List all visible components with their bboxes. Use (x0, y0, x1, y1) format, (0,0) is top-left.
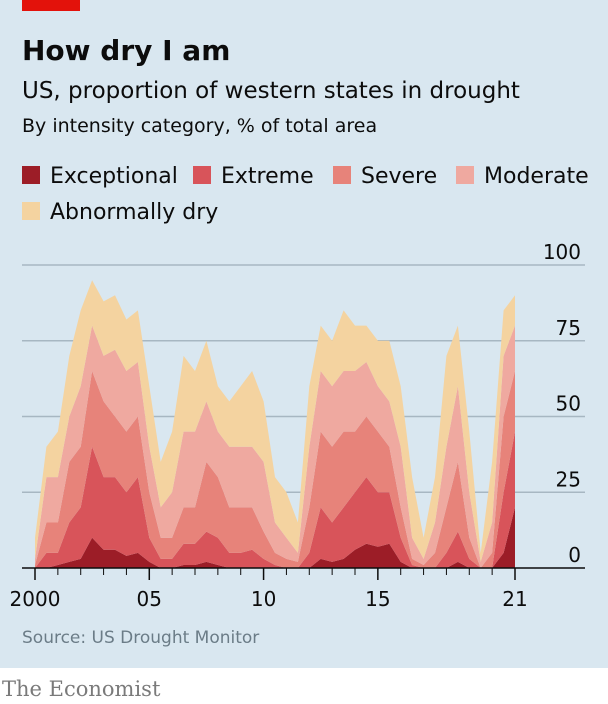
y-tick-label: 0 (568, 543, 581, 567)
legend-label: Extreme (221, 164, 314, 189)
x-tick-label: 15 (365, 587, 390, 611)
legend-swatch (22, 202, 40, 220)
area (35, 280, 515, 562)
chart-subtitle: US, proportion of western states in drou… (22, 78, 520, 104)
legend-label: Exceptional (50, 164, 178, 189)
legend-label: Abnormally dry (50, 200, 218, 225)
x-tick-label: 05 (137, 587, 162, 611)
legend-swatch (333, 166, 351, 184)
x-tick-label: 10 (251, 587, 276, 611)
legend-label: Moderate (484, 164, 589, 189)
legend-swatch (22, 166, 40, 184)
area (35, 431, 515, 568)
area (35, 371, 515, 568)
brand: The Economist (2, 677, 161, 701)
area (35, 325, 515, 568)
x-tick-label: 21 (502, 587, 527, 611)
chart-description: By intensity category, % of total area (22, 115, 377, 137)
legend-swatch (193, 166, 211, 184)
legend-label: Severe (361, 164, 437, 189)
y-tick-label: 25 (556, 467, 581, 491)
legend-swatch (456, 166, 474, 184)
source: Source: US Drought Monitor (22, 628, 259, 648)
chart-title: How dry I am (22, 34, 230, 67)
y-tick-label: 75 (556, 316, 581, 340)
accent-bar (22, 0, 80, 11)
x-tick-label: 2000 (10, 587, 61, 611)
y-tick-label: 50 (556, 392, 581, 416)
area (35, 507, 515, 568)
y-tick-label: 100 (543, 240, 581, 264)
